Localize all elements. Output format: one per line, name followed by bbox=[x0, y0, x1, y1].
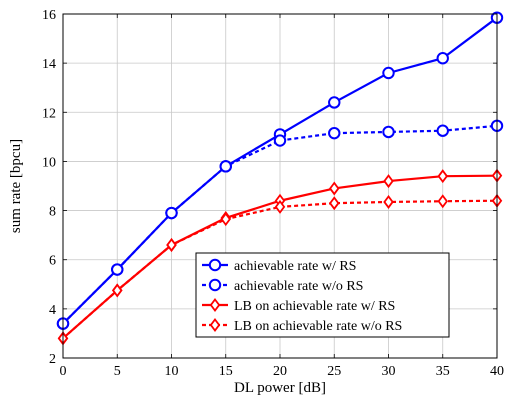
tick-labels: 0 5 10 15 20 25 30 35 40 2 4 6 8 10 12 14 16 bbox=[42, 8, 504, 379]
y-tick-label: 10 bbox=[42, 155, 56, 170]
series-2 bbox=[56, 119, 504, 330]
data-point bbox=[274, 199, 286, 214]
y-axis-label: sum rate [bpcu] bbox=[8, 139, 24, 233]
x-tick-label: 40 bbox=[490, 364, 504, 379]
y-tick-label: 12 bbox=[42, 106, 56, 121]
legend-item: achievable rate w/ RS bbox=[202, 258, 356, 274]
data-point bbox=[111, 263, 124, 276]
data-point bbox=[273, 134, 287, 147]
legend-item: achievable rate w/o RS bbox=[202, 278, 363, 294]
data-point bbox=[219, 160, 232, 173]
y-tick-label: 14 bbox=[42, 57, 56, 72]
legend-label: LB on achievable rate w/o RS bbox=[234, 319, 402, 334]
series-layer bbox=[56, 11, 504, 346]
legend-item: LB on achievable rate w/ RS bbox=[202, 298, 395, 314]
legend-label: LB on achievable rate w/ RS bbox=[234, 299, 395, 314]
x-tick-label: 25 bbox=[327, 364, 341, 379]
data-point bbox=[437, 194, 448, 209]
legend-marker bbox=[209, 318, 221, 332]
data-point bbox=[165, 206, 178, 220]
data-point bbox=[329, 181, 340, 196]
data-point bbox=[437, 169, 448, 184]
legend-marker bbox=[209, 298, 221, 312]
legend-box bbox=[195, 252, 450, 338]
data-point bbox=[328, 96, 341, 109]
data-point bbox=[112, 283, 123, 298]
legend-label: achievable rate w/ RS bbox=[234, 259, 356, 274]
y-tick-label: 8 bbox=[49, 205, 56, 220]
data-point bbox=[328, 126, 341, 140]
legend-label: achievable rate w/o RS bbox=[234, 279, 363, 294]
x-tick-label: 5 bbox=[114, 364, 121, 379]
y-tick-label: 2 bbox=[49, 352, 56, 367]
data-point bbox=[166, 237, 177, 252]
x-tick-label: 20 bbox=[273, 364, 287, 379]
series-4 bbox=[57, 193, 503, 346]
x-tick-label: 0 bbox=[60, 364, 67, 379]
legend-marker bbox=[208, 278, 222, 292]
data-point bbox=[383, 174, 394, 189]
x-tick-label: 10 bbox=[165, 364, 179, 379]
y-tick-label: 6 bbox=[49, 254, 56, 269]
y-tick-label: 16 bbox=[42, 8, 56, 23]
x-axis-label: DL power [dB] bbox=[234, 380, 326, 396]
legend-marker bbox=[208, 258, 222, 272]
x-tick-label: 30 bbox=[382, 364, 396, 379]
data-point bbox=[382, 66, 395, 80]
x-tick-label: 35 bbox=[436, 364, 450, 379]
legend: achievable rate w/ RS achievable rate w/o… bbox=[195, 252, 450, 338]
y-tick-label: 4 bbox=[49, 303, 56, 318]
data-point bbox=[383, 194, 394, 209]
data-point bbox=[382, 125, 395, 139]
legend-item: LB on achievable rate w/o RS bbox=[202, 318, 402, 334]
data-point bbox=[436, 52, 449, 65]
data-point bbox=[220, 212, 231, 227]
data-point bbox=[329, 196, 340, 211]
data-point bbox=[436, 124, 449, 137]
x-tick-label: 15 bbox=[219, 364, 233, 379]
